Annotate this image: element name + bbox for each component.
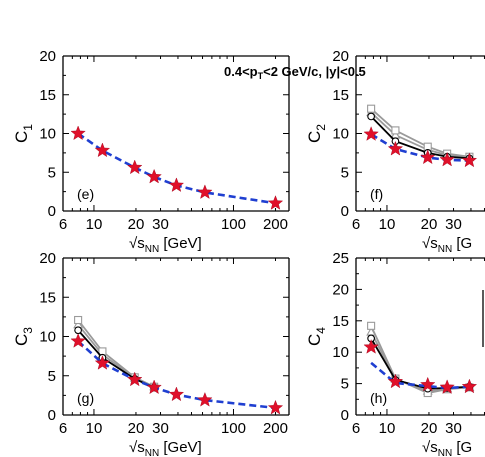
panel-h: 0 5 10 15 20 25 6 10 20 30 C4 √sNN [G (h) [305, 250, 485, 457]
star-marker [420, 376, 436, 392]
x-axis-label: √sNN [G [422, 439, 472, 457]
y-tick-label: 0 [48, 203, 56, 220]
x-tick-label: 6 [59, 216, 67, 233]
panel-label: (e) [77, 186, 94, 202]
data-layer [363, 104, 478, 168]
x-tick-label: 10 [86, 420, 103, 437]
x-tick-label: 100 [221, 216, 246, 233]
x-tick-label: 20 [421, 420, 438, 437]
star-marker [127, 159, 143, 175]
y-tick-label: 5 [48, 368, 56, 385]
y-tick-label: 0 [341, 407, 349, 424]
star-marker [439, 379, 455, 394]
x-axis-label: √sNN [GeV] [129, 439, 202, 457]
x-tick-label: 100 [221, 420, 246, 437]
gray-series-line [77, 319, 155, 388]
x-tick-label: 30 [152, 216, 169, 233]
solid-circle-marker [74, 326, 82, 335]
solid-series-line [370, 337, 470, 390]
x-tick-label: 10 [86, 216, 103, 233]
star-marker [197, 392, 213, 407]
y-tick-label: 15 [332, 87, 349, 104]
y-tick-label: 10 [332, 126, 349, 143]
star-marker [387, 140, 404, 156]
solid-circle-marker [367, 112, 375, 121]
y-tick-label: 20 [332, 48, 349, 65]
y-tick-label: 5 [48, 164, 56, 181]
y-axis-label: C1 [12, 124, 35, 143]
star-marker [94, 142, 111, 158]
dashed-series-line [370, 361, 470, 390]
y-tick-label: 15 [332, 313, 349, 330]
gray-series-line [370, 331, 470, 393]
star-marker [70, 333, 86, 348]
x-tick-label: 20 [128, 420, 145, 437]
panel-f: 0 5 10 15 20 6 10 20 30 C2 √sNN [G (f) [305, 48, 485, 255]
y-axis-label: C4 [305, 327, 328, 346]
star-marker [420, 149, 436, 165]
x-tick-label: 10 [379, 420, 396, 437]
y-tick-label: 10 [39, 126, 56, 143]
x-tick-label: 200 [263, 420, 288, 437]
star-marker [387, 373, 404, 389]
star-marker [363, 126, 379, 141]
y-tick-label: 20 [39, 250, 56, 267]
star-marker [363, 339, 379, 354]
star-marker [197, 184, 213, 199]
gray-series-line [370, 325, 470, 394]
star-marker [70, 125, 86, 141]
data-layer [70, 125, 284, 210]
y-axis-label: C2 [305, 124, 328, 143]
y-tick-label: 25 [332, 250, 349, 267]
x-tick-label: 20 [421, 216, 438, 233]
data-layer [70, 315, 284, 415]
star-marker [168, 177, 185, 192]
x-tick-label: 20 [128, 216, 145, 233]
x-tick-label: 6 [352, 420, 360, 437]
y-tick-label: 5 [341, 376, 349, 393]
x-tick-label: 30 [152, 420, 169, 437]
star-marker [168, 386, 185, 402]
panel-label: (f) [370, 186, 383, 202]
y-tick-label: 5 [341, 164, 349, 181]
panel-label: (g) [77, 390, 94, 406]
star-marker [461, 378, 478, 394]
data-layer [363, 321, 478, 398]
y-tick-label: 10 [39, 329, 56, 346]
panel-e: 0 5 10 15 20 6 10 20 30 100 200 C1 √sNN [GeV] (e) [12, 48, 290, 255]
x-tick-label: 30 [445, 420, 462, 437]
kinematic-cut-annotation: 0.4<pT<2 GeV/c, |y|<0.5 [224, 64, 366, 81]
gray-square-marker [391, 126, 400, 135]
x-axis-label: √sNN [G [422, 235, 472, 255]
star-marker [127, 371, 143, 387]
y-tick-label: 0 [48, 407, 56, 424]
star-marker [267, 195, 284, 210]
panel-label: (h) [370, 390, 387, 406]
panel-g: 0 5 10 15 20 6 10 20 30 100 200 C3 √sNN [GeV] (g) [12, 250, 290, 457]
x-axis-label: √sNN [GeV] [129, 235, 202, 255]
star-marker [461, 152, 478, 168]
y-tick-label: 10 [332, 344, 349, 361]
gray-square-marker [74, 315, 83, 325]
star-marker [146, 168, 162, 184]
gray-square-marker [367, 321, 376, 330]
y-tick-label: 15 [39, 87, 56, 104]
star-marker [267, 399, 284, 415]
x-tick-label: 10 [379, 216, 396, 233]
y-tick-label: 0 [341, 203, 349, 220]
gray-square-marker [367, 104, 376, 113]
star-marker [146, 379, 162, 395]
x-tick-label: 30 [445, 216, 462, 233]
y-axis-label: C3 [12, 327, 35, 346]
y-tick-label: 15 [39, 289, 56, 306]
star-marker [94, 355, 111, 370]
x-tick-label: 6 [352, 216, 360, 233]
x-tick-label: 6 [59, 420, 67, 437]
y-tick-label: 20 [332, 281, 349, 298]
x-tick-label: 200 [263, 216, 288, 233]
y-tick-label: 20 [39, 48, 56, 65]
dashed-series-line [77, 132, 276, 205]
star-marker [439, 151, 455, 167]
